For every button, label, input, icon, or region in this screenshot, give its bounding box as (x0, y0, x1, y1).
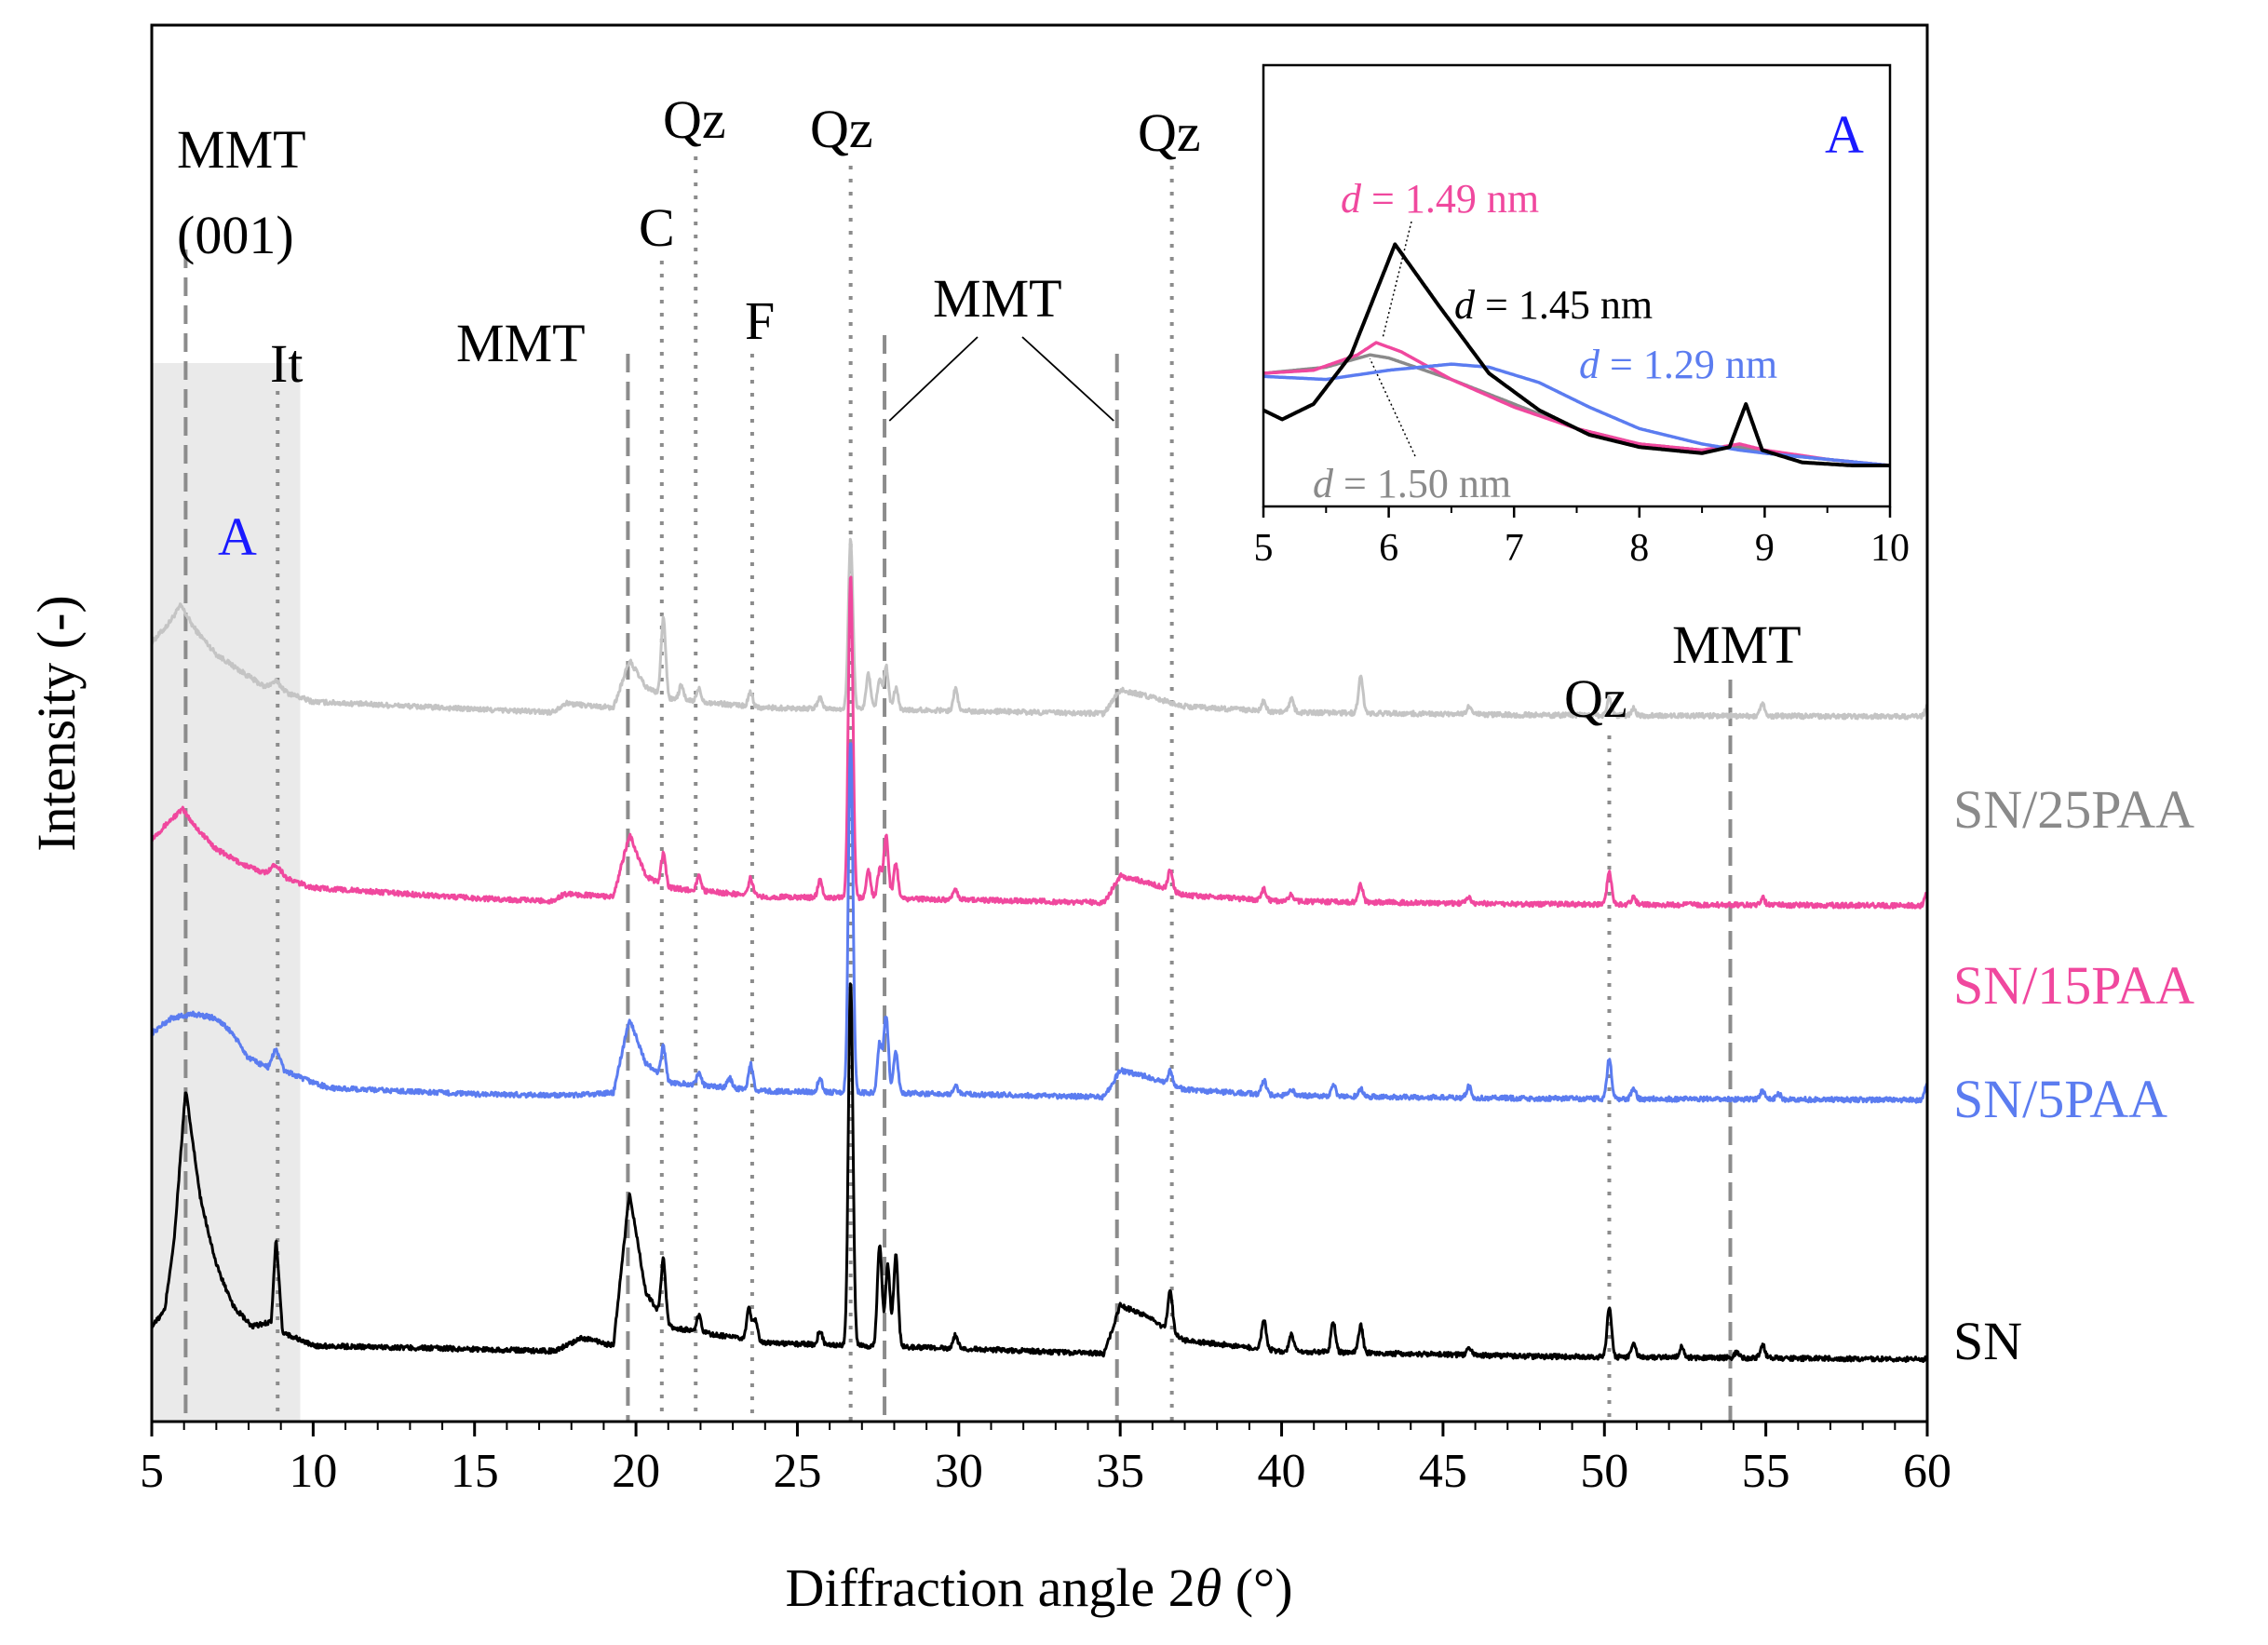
annot-qz-50: Qz (1564, 668, 1627, 729)
x-tick-label: 30 (935, 1445, 983, 1498)
inset-series (1262, 242, 1891, 467)
inset-tick-label: 9 (1755, 527, 1775, 570)
x-tick-label: 5 (140, 1445, 164, 1498)
inset-tick-label: 7 (1505, 527, 1524, 570)
inset-label-a: A (1825, 104, 1864, 165)
x-axis-label: Diffraction angle 2θ (°) (785, 1557, 1292, 1618)
x-ticks: 5 10 15 20 25 30 35 40 45 50 55 60 (140, 1422, 1951, 1498)
inset-leaders (1369, 221, 1416, 457)
inset-d-value: = 1.49 nm (1361, 176, 1539, 222)
inset-d-value: = 1.45 nm (1475, 282, 1653, 328)
y-axis-label: Intensity (-) (26, 595, 87, 851)
annot-mmt001-line2: (001) (177, 205, 294, 265)
x-tick-label: 35 (1096, 1445, 1144, 1498)
series-line-sn (150, 982, 1929, 1363)
x-tick-label: 15 (451, 1445, 499, 1498)
inset-d-label-sn15paa: d = 1.49 nm (1341, 176, 1539, 222)
x-tick-label: 60 (1903, 1445, 1951, 1498)
annot-qz-22: Qz (663, 89, 726, 150)
x-tick-label: 55 (1742, 1445, 1790, 1498)
inset-d-symbol: d (1454, 282, 1476, 328)
series-line-sn15paa (150, 575, 1928, 910)
annot-qz-26: Qz (810, 99, 873, 159)
inset-series-sn (1262, 242, 1891, 467)
inset-d-symbol: d (1341, 176, 1362, 222)
x-tick-label: 40 (1258, 1445, 1306, 1498)
inset-d-symbol: d (1313, 461, 1334, 506)
x-tick-label: 50 (1580, 1445, 1628, 1498)
leader-mmt-right (1021, 336, 1114, 422)
inset-tick-label: 5 (1254, 527, 1274, 570)
inset-leader-150 (1369, 357, 1416, 457)
series-group (150, 537, 1929, 1363)
inset-chart: 5 6 7 8 9 10 A d = 1.49 nm d = 1.45 nm d = 1.… (1254, 63, 1910, 570)
series-line-sn5paa (150, 742, 1928, 1104)
x-axis-label-prefix: Diffraction angle 2 (785, 1557, 1195, 1618)
series-label-sn15paa: SN/15PAA (1953, 955, 2194, 1016)
plot-frame (150, 23, 1929, 1423)
x-tick-label: 10 (289, 1445, 337, 1498)
inset-d-label-sn: d = 1.45 nm (1454, 282, 1653, 328)
inset-background (1263, 65, 1890, 506)
annot-mmt-19: MMT (456, 313, 586, 373)
annotation-leaders (888, 336, 1114, 422)
inset-tick-label: 6 (1379, 527, 1398, 570)
x-axis-label-suffix: (°) (1222, 1557, 1292, 1618)
annot-mmt-pair: MMT (933, 268, 1062, 329)
inset-tick-label: 8 (1629, 527, 1649, 570)
inset-d-label-sn25paa: d = 1.50 nm (1313, 461, 1511, 506)
inset-x-ticks: 5 6 7 8 9 10 (1254, 506, 1910, 570)
inset-d-symbol: d (1579, 342, 1600, 387)
annot-c: C (639, 197, 675, 258)
annot-it: It (270, 333, 303, 394)
annot-region-a: A (218, 506, 257, 567)
annot-qz-36: Qz (1138, 102, 1201, 163)
inset-series-sn5paa (1262, 362, 1891, 467)
x-tick-label: 20 (612, 1445, 660, 1498)
annot-mmt-54: MMT (1672, 614, 1802, 675)
inset-tick-label: 10 (1870, 527, 1910, 570)
inset-d-label-sn5paa: d = 1.29 nm (1579, 342, 1777, 387)
series-label-sn5paa: SN/5PAA (1953, 1069, 2167, 1129)
x-tick-label: 25 (773, 1445, 821, 1498)
inset-d-value: = 1.29 nm (1600, 342, 1777, 387)
series-label-sn25paa: SN/25PAA (1953, 779, 2194, 840)
leader-mmt-left (888, 336, 979, 422)
series-line-sn25paa (150, 537, 1929, 721)
annot-mmt001-line1: MMT (177, 119, 306, 180)
x-axis-label-theta: θ (1195, 1557, 1222, 1618)
annot-f: F (745, 290, 775, 351)
inset-d-value: = 1.50 nm (1333, 461, 1511, 506)
series-label-sn: SN (1953, 1311, 2022, 1371)
x-tick-label: 45 (1419, 1445, 1467, 1498)
inset-leader-149 (1382, 221, 1412, 340)
